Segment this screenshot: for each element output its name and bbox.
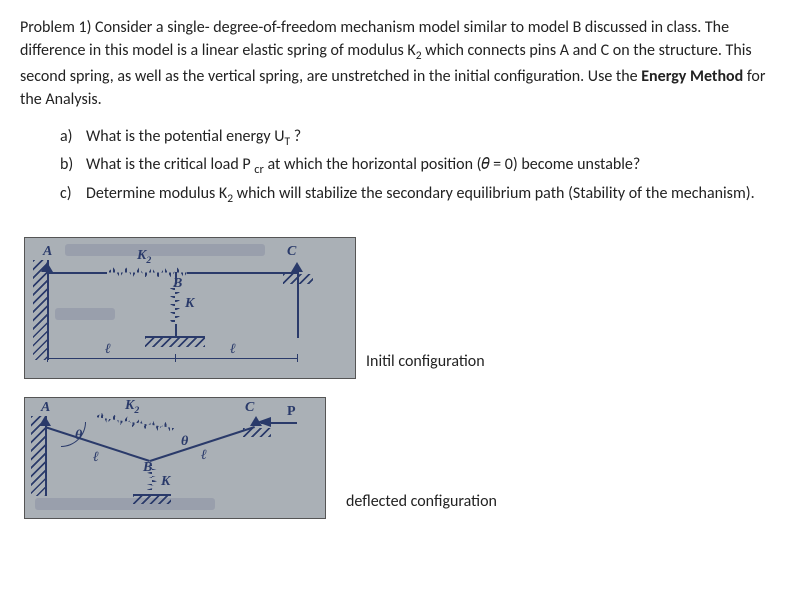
smear bbox=[65, 244, 265, 256]
label-K2-2: K2 bbox=[125, 398, 139, 416]
ground-hatch-2 bbox=[133, 495, 171, 504]
bar-right bbox=[187, 272, 297, 274]
marker-b: b) bbox=[60, 153, 86, 179]
item-c: c) Determine modulus K2 which will stabi… bbox=[60, 182, 776, 208]
pin-a-icon bbox=[41, 262, 53, 272]
a-t2: ? bbox=[290, 127, 301, 146]
label-A2: A bbox=[41, 400, 50, 416]
label-A: A bbox=[43, 244, 52, 260]
smear bbox=[55, 308, 115, 320]
label-L1: ℓ bbox=[105, 342, 111, 358]
item-b: b) What is the critical load P cr at whi… bbox=[60, 153, 776, 179]
left-wall bbox=[47, 260, 49, 360]
marker-c: c) bbox=[60, 182, 86, 208]
figure-1-row: A B C K2 K ℓ ℓ Initil configuration bbox=[20, 237, 776, 379]
figure-2-diagram: A B C P K2 K θ ℓ ℓ θ bbox=[24, 397, 326, 519]
label-K: K bbox=[185, 296, 194, 312]
label-B: B bbox=[173, 276, 182, 292]
figure-2-row: A B C P K2 K θ ℓ ℓ θ deflected configura… bbox=[20, 397, 776, 519]
a-t1: What is the potential energy U bbox=[86, 127, 284, 146]
label-C2: C bbox=[245, 400, 254, 416]
body-b: What is the critical load P cr at which … bbox=[86, 153, 776, 179]
label-C: C bbox=[287, 244, 296, 260]
dim-line bbox=[47, 358, 297, 359]
question-list: a) What is the potential energy UT ? b) … bbox=[20, 125, 776, 207]
figure-1-diagram: A B C K2 K ℓ ℓ bbox=[24, 237, 356, 379]
load-arrow-icon bbox=[257, 417, 271, 427]
label-K-2: K bbox=[161, 474, 170, 490]
right-vertical bbox=[297, 272, 299, 338]
label-K2: K2 bbox=[137, 248, 151, 266]
dim-tick-l bbox=[47, 354, 48, 362]
pin-c-icon bbox=[291, 262, 303, 272]
left-hatch-2 bbox=[31, 416, 45, 496]
label-B2: B bbox=[143, 460, 152, 476]
item-a: a) What is the potential energy UT ? bbox=[60, 125, 776, 151]
left-hatch bbox=[33, 260, 47, 360]
label-L2-2: ℓ bbox=[201, 448, 207, 464]
ground-hatch bbox=[145, 337, 205, 347]
pin-c2-hatch bbox=[243, 428, 271, 437]
c-t1: Determine modulus K bbox=[86, 184, 227, 203]
b-ground-stub bbox=[175, 324, 177, 336]
body-a: What is the potential energy UT ? bbox=[86, 125, 776, 151]
b-t1: What is the critical load P bbox=[86, 155, 254, 174]
problem-intro: Problem 1) Consider a single- degree-of-… bbox=[20, 16, 776, 111]
body-c: Determine modulus K2 which will stabiliz… bbox=[86, 182, 776, 208]
label-L1-2: ℓ bbox=[93, 450, 99, 466]
figure-1-caption: Initil configuration bbox=[366, 350, 485, 379]
figure-2-caption: deflected configuration bbox=[346, 490, 497, 519]
bar-left-stub bbox=[47, 272, 107, 274]
smear bbox=[35, 498, 215, 510]
intro-bold: Energy Method bbox=[641, 67, 743, 86]
b-t2: at which the horizontal position (𝜃 = 0)… bbox=[264, 155, 640, 174]
marker-a: a) bbox=[60, 125, 86, 151]
b-sub: cr bbox=[254, 163, 264, 178]
label-P: P bbox=[287, 404, 296, 420]
label-L2: ℓ bbox=[230, 342, 236, 358]
dim-tick-m bbox=[175, 354, 176, 362]
dim-tick-r bbox=[297, 354, 298, 362]
label-theta: θ bbox=[75, 428, 82, 444]
label-theta-2: θ bbox=[181, 434, 188, 450]
c-t2: which will stabilize the secondary equil… bbox=[233, 184, 755, 203]
